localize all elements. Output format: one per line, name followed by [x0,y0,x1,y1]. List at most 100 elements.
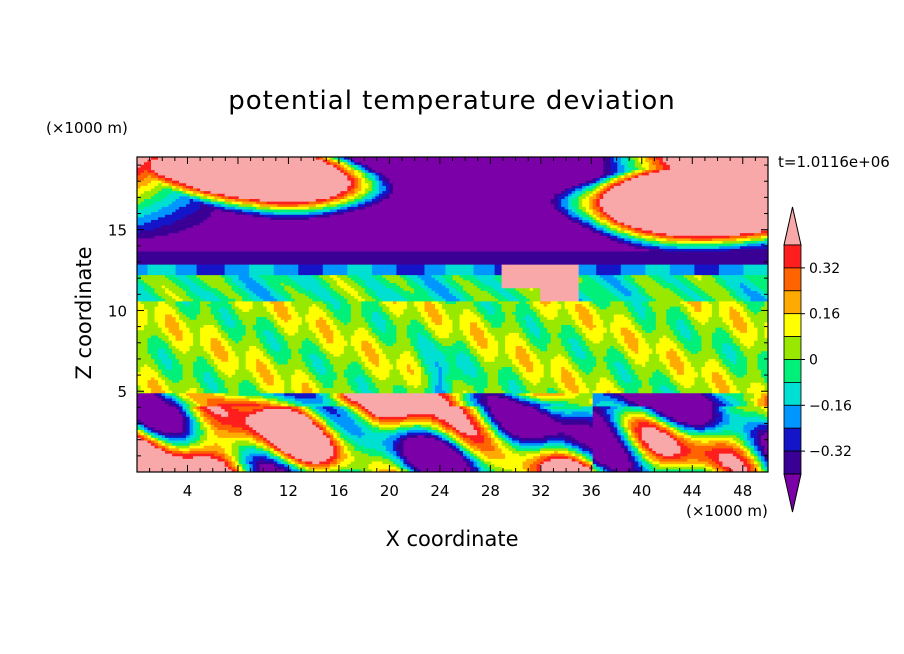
contour-cell [736,298,745,302]
contour-cell [263,285,271,289]
contour-cell [154,319,166,323]
contour-cell [217,193,226,197]
contour-cell [641,427,657,431]
contour-cell [596,388,618,392]
contour-cell [354,159,604,163]
contour-cell [578,199,583,203]
contour-cell [200,191,205,195]
contour-cell [536,401,548,405]
contour-cell [217,427,243,431]
contour-cell [200,403,208,407]
contour-cell [480,327,489,331]
contour-cell [645,246,660,250]
contour-cell [354,280,366,284]
contour-cell [470,327,482,331]
contour-cell [508,443,513,447]
contour-cell [301,406,306,410]
contour-cell [659,422,664,426]
contour-cell [533,343,548,347]
contour-cell [375,338,380,342]
contour-cell [487,406,492,410]
contour-cell [315,199,327,203]
contour-cell [655,369,660,373]
contour-cell [231,445,240,449]
contour-cell [732,306,745,310]
contour-cell [715,416,724,421]
contour-cell [610,227,618,232]
contour-cell [445,430,454,434]
contour-cell [519,290,541,295]
contour-cell [357,167,362,171]
contour-cell [347,209,355,213]
contour-cell [610,430,615,434]
contour-cell [193,280,205,284]
contour-cell [242,338,261,342]
contour-cell [526,393,534,397]
contour-cell [711,335,731,339]
contour-cell [501,367,513,371]
contour-cell [158,395,163,400]
contour-cell [463,285,478,289]
contour-cell [343,288,355,292]
contour-cell [441,377,447,381]
contour-cell [676,443,685,447]
contour-cell [308,377,317,381]
contour-cell [529,390,548,394]
contour-cell [165,314,173,318]
contour-cell [434,304,443,308]
contour-cell [186,406,191,410]
contour-cell [627,157,632,161]
contour-cell [515,372,524,376]
contour-cell [624,241,632,245]
contour-cell [137,356,152,360]
contour-cell [624,435,629,439]
contour-cell [385,175,601,179]
contour-cell [326,424,331,428]
contour-cell [280,283,285,287]
contour-cell [147,170,156,174]
contour-cell [448,290,461,295]
contour-cell [575,395,594,400]
contour-cell [477,398,482,402]
contour-cell [459,440,464,444]
contour-cell [137,369,142,373]
contour-cell [617,422,622,426]
contour-cell [329,440,334,444]
contour-cell [252,209,264,213]
contour-cell [582,199,590,203]
contour-cell [368,374,376,379]
x-unit-label: (×1000 m) [686,502,768,520]
contour-cell [158,380,166,384]
contour-cell [245,432,254,436]
contour-cell [147,159,152,163]
contour-cell [592,340,601,344]
contour-cell [669,419,674,423]
contour-cell [743,288,752,292]
contour-cell [154,172,159,176]
contour-cell [315,395,324,400]
contour-cell [329,209,338,213]
contour-cell [406,380,422,384]
contour-cell [764,401,768,405]
contour-cell [645,445,650,449]
contour-cell [512,443,520,447]
contour-cell [186,325,205,329]
contour-cell [606,416,611,421]
contour-cell [729,390,741,394]
contour-cell [329,430,334,434]
contour-cell [606,306,629,310]
contour-cell [343,398,348,402]
contour-cell [200,309,212,313]
contour-cell [284,398,296,402]
contour-cell [585,332,604,337]
contour-cell [589,193,594,197]
contour-cell [200,311,212,316]
contour-cell [347,395,443,400]
contour-cell [410,338,419,342]
contour-cell [620,395,625,400]
contour-cell [683,435,692,439]
contour-cell [277,327,285,331]
contour-cell [238,364,247,368]
contour-cell [144,285,152,289]
contour-cell [175,298,184,302]
